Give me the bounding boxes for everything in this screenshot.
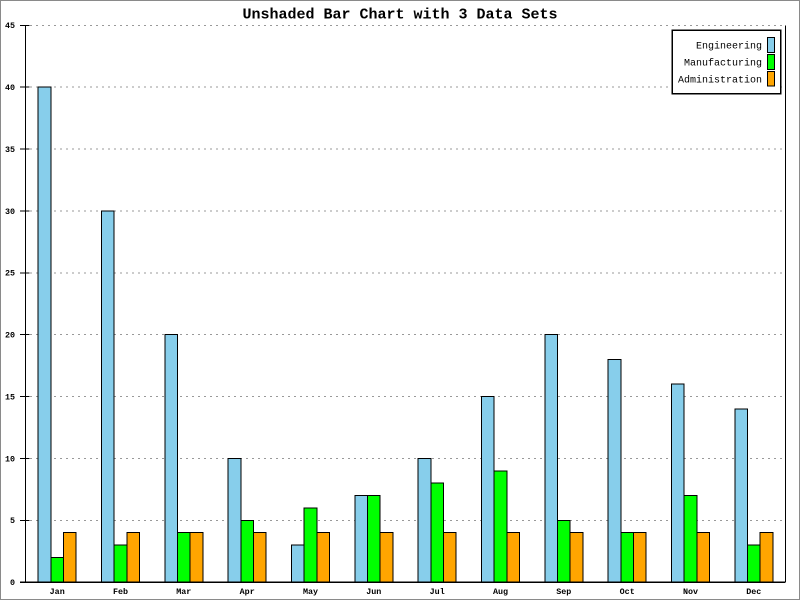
svg-text:Aug: Aug bbox=[493, 587, 508, 597]
svg-text:Jul: Jul bbox=[430, 587, 445, 597]
svg-text:May: May bbox=[303, 587, 318, 597]
svg-text:20: 20 bbox=[5, 331, 15, 341]
svg-text:45: 45 bbox=[5, 21, 15, 31]
svg-text:Oct: Oct bbox=[620, 587, 635, 597]
svg-text:25: 25 bbox=[5, 269, 15, 279]
svg-text:0: 0 bbox=[10, 578, 15, 588]
svg-text:Dec: Dec bbox=[746, 587, 761, 597]
svg-text:Jan: Jan bbox=[50, 587, 65, 597]
svg-text:Administration: Administration bbox=[678, 74, 762, 86]
svg-text:Mar: Mar bbox=[176, 587, 191, 597]
svg-text:Apr: Apr bbox=[240, 587, 255, 597]
svg-text:Unshaded Bar Chart with 3 Data: Unshaded Bar Chart with 3 Data Sets bbox=[242, 7, 557, 24]
svg-text:Feb: Feb bbox=[113, 587, 128, 597]
svg-text:Engineering: Engineering bbox=[696, 41, 762, 53]
svg-text:Nov: Nov bbox=[683, 587, 698, 597]
svg-text:15: 15 bbox=[5, 393, 15, 403]
svg-text:30: 30 bbox=[5, 207, 15, 217]
svg-text:5: 5 bbox=[10, 516, 15, 526]
svg-text:40: 40 bbox=[5, 83, 15, 93]
svg-text:Jun: Jun bbox=[366, 587, 381, 597]
svg-text:35: 35 bbox=[5, 145, 15, 155]
svg-text:10: 10 bbox=[5, 454, 15, 464]
svg-text:Manufacturing: Manufacturing bbox=[684, 58, 762, 70]
svg-text:Sep: Sep bbox=[556, 587, 571, 597]
